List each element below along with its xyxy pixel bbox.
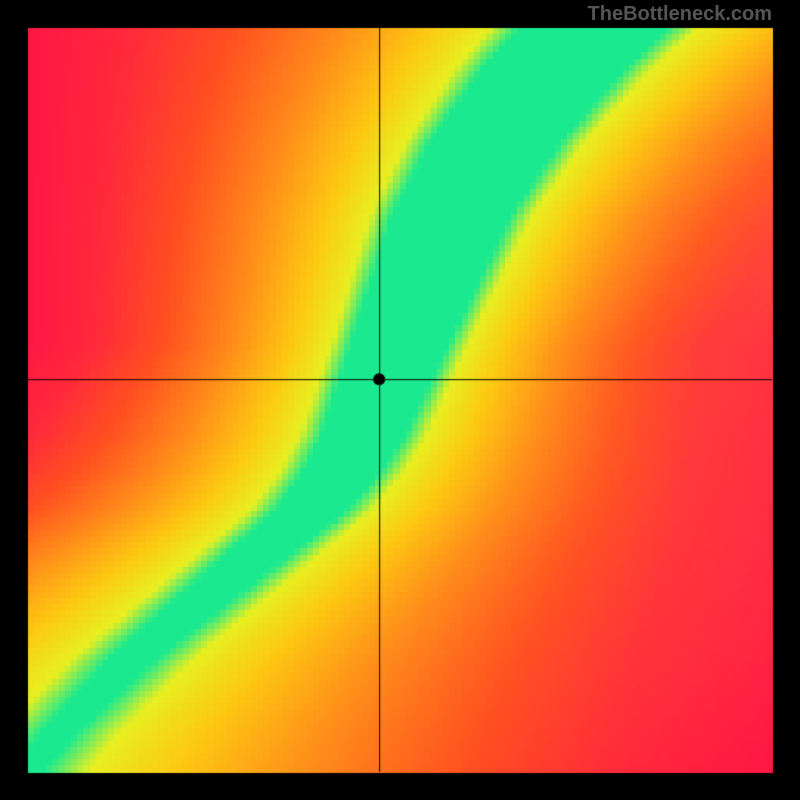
watermark-text: TheBottleneck.com (588, 3, 772, 26)
heatmap-canvas (0, 0, 800, 800)
chart-container: TheBottleneck.com (0, 0, 800, 800)
